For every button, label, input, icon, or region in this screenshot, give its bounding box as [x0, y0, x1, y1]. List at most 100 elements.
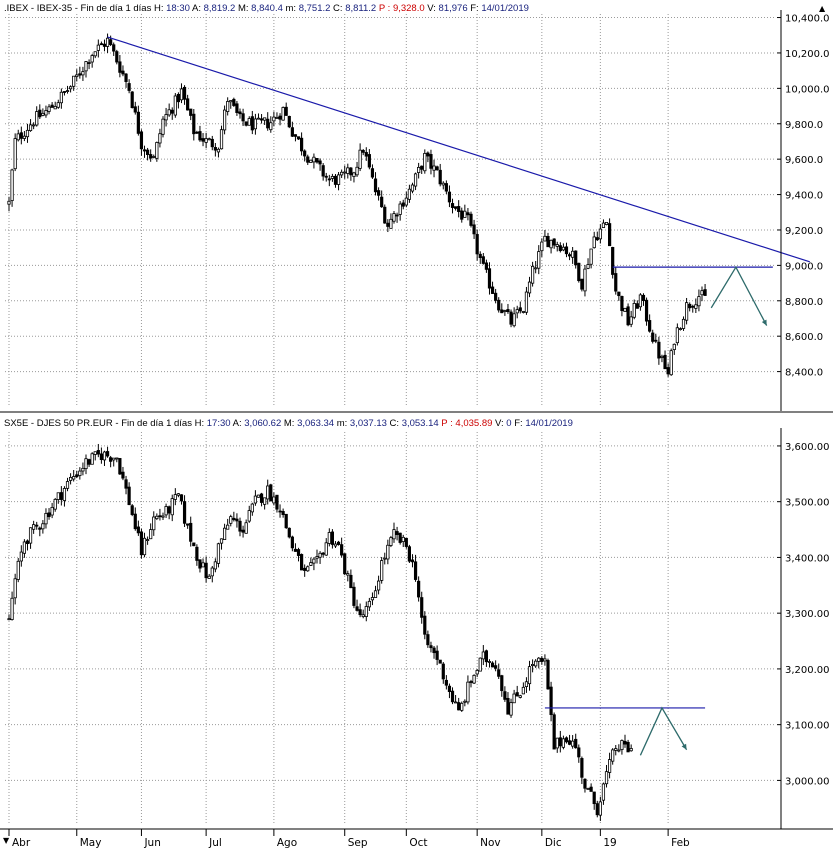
header-value: 81,976: [439, 3, 468, 14]
candle-body: [56, 492, 60, 500]
candle-body: [210, 567, 214, 577]
candle-body: [312, 558, 316, 564]
candle-body: [84, 61, 88, 72]
candle-body: [617, 749, 621, 752]
candle-body: [278, 510, 282, 513]
candle-body: [546, 660, 550, 690]
candle-body: [512, 313, 516, 327]
candle-body: [93, 51, 97, 57]
candle-body: [213, 147, 217, 151]
candle-body: [62, 91, 67, 93]
y-tick-label: 9,200.0: [785, 226, 823, 237]
candle-body: [315, 556, 319, 559]
candle-body: [281, 107, 285, 121]
candle-body: [10, 169, 14, 202]
candle-body: [355, 606, 359, 611]
candle-body: [38, 109, 42, 118]
candle-body: [145, 539, 150, 542]
scroll-down-icon[interactable]: ▼: [3, 836, 10, 845]
candle-body: [121, 471, 125, 479]
candle-body: [481, 651, 485, 660]
time-axis[interactable]: Abr May Jun Jul Ago Sep Oct Nov Dic 19 Feb: [0, 828, 833, 849]
candle-body: [290, 127, 294, 137]
candle-body: [204, 138, 208, 143]
candle-body: [158, 133, 162, 144]
candle-body: [564, 246, 569, 255]
candle-body: [540, 241, 544, 252]
candle-body: [518, 307, 522, 312]
candle-body: [81, 467, 85, 472]
sx5e-panel[interactable]: SX5E - DJES 50 PR.EUR - Fin de día 1 día…: [4, 418, 830, 829]
candle-body: [207, 575, 211, 579]
candle-body: [629, 748, 633, 752]
candle-body: [373, 590, 378, 598]
candle-body: [580, 758, 584, 778]
candle-body: [102, 451, 107, 461]
candle-body: [370, 168, 375, 178]
candle-body: [475, 670, 479, 675]
candle-body: [352, 586, 356, 606]
candle-body: [589, 786, 593, 792]
candle-body: [567, 254, 572, 257]
ibex-price-axis[interactable]: 8,400.0 8,600.0 8,800.0 9,000.0 9,200.0 9,400…: [777, 10, 830, 411]
candle-body: [475, 234, 479, 255]
candle-body: [96, 44, 100, 51]
y-tick-label: 10,400.0: [785, 14, 830, 25]
candle-body: [620, 740, 624, 750]
candle-body: [318, 160, 322, 165]
candle-body: [549, 239, 553, 249]
candle-body: [284, 513, 288, 529]
candle-body: [176, 94, 180, 103]
candle-body: [463, 210, 467, 218]
candle-body: [620, 296, 624, 312]
candle-body: [35, 111, 39, 126]
ibex-overlays: [107, 36, 810, 326]
candle-body: [417, 166, 421, 173]
candle-body: [53, 499, 57, 510]
candle-body: [235, 103, 239, 113]
sx5e-price-axis[interactable]: 3,000.00 3,100.00 3,200.00 3,300.00 3,400.00…: [777, 428, 830, 829]
scroll-up-icon[interactable]: ▲: [819, 4, 826, 13]
candle-body: [179, 88, 184, 101]
candle-body: [145, 149, 150, 155]
candle-body: [567, 740, 572, 745]
candle-body: [269, 122, 273, 131]
candle-body: [441, 182, 445, 186]
candle-body: [691, 305, 695, 308]
header-value: 3,060.62: [244, 418, 281, 429]
candle-body: [688, 303, 692, 309]
header-value: 3,063.34: [297, 418, 334, 429]
candle-body: [216, 148, 221, 153]
candle-body: [161, 515, 165, 518]
candle-body: [186, 523, 190, 526]
symbol-label: .IBEX - IBEX-35 - Fin de día 1 días: [4, 3, 152, 14]
candle-body: [432, 647, 436, 654]
ibex-panel[interactable]: .IBEX - IBEX-35 - Fin de día 1 días H: 1…: [4, 3, 830, 411]
x-tick-label: Oct: [409, 837, 427, 848]
y-tick-label: 8,600.0: [785, 332, 823, 343]
header-value: 0: [506, 418, 511, 429]
candle-body: [59, 492, 63, 500]
candle-body: [35, 524, 39, 527]
candle-body: [269, 484, 273, 502]
candle-body: [164, 114, 168, 121]
svg-text:SX5E - DJES 50 PR.EUR - Fin de: SX5E - DJES 50 PR.EUR - Fin de día 1 día…: [4, 418, 573, 429]
candle-body: [543, 658, 547, 662]
y-tick-label: 9,000.0: [785, 261, 823, 272]
svg-text:.IBEX - IBEX-35 - Fin de día 1: .IBEX - IBEX-35 - Fin de día 1 días H: 1…: [4, 3, 529, 14]
candle-body: [263, 497, 267, 505]
candle-body: [678, 328, 683, 331]
candle-body: [139, 531, 144, 556]
candle-body: [484, 262, 489, 270]
candle-body: [210, 138, 214, 148]
candle-body: [531, 265, 535, 284]
candle-body: [315, 158, 319, 163]
candle-body: [589, 248, 593, 265]
candle-body: [299, 554, 304, 571]
candle-body: [392, 529, 396, 540]
candle-body: [432, 165, 436, 171]
x-tick-label: Dic: [545, 837, 562, 848]
y-tick-label: 9,800.0: [785, 120, 823, 131]
